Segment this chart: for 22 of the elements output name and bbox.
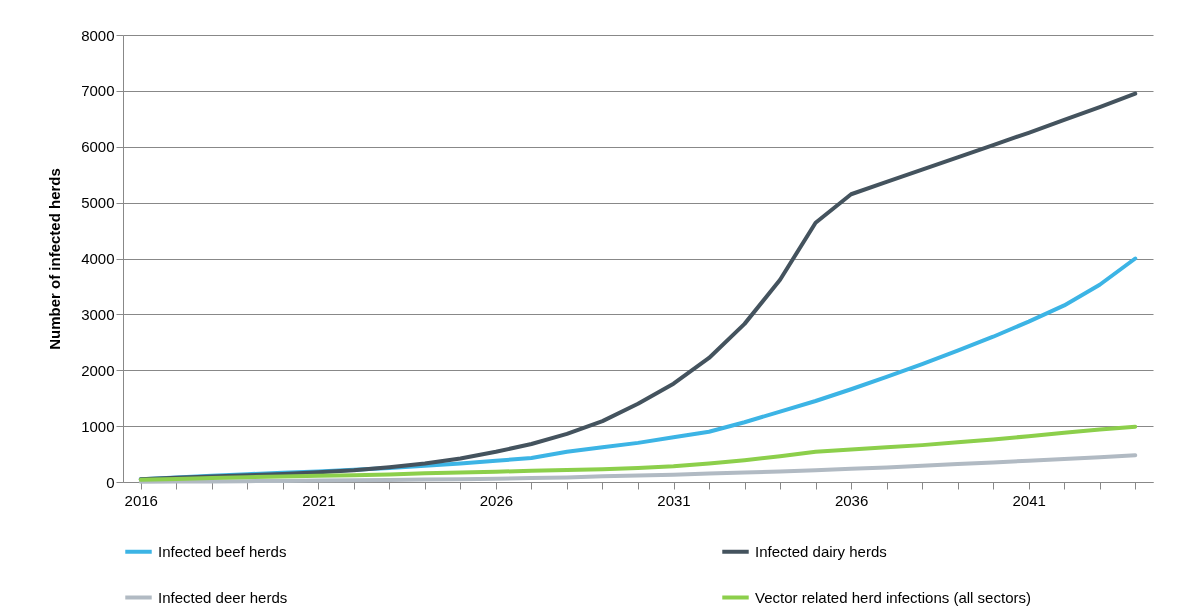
y-axis-title: Number of infected herds [46, 168, 64, 350]
y-tick-label: 8000 [81, 26, 115, 44]
x-tick-label: 2026 [479, 491, 514, 509]
y-tick-label: 0 [106, 473, 115, 491]
y-tick-label: 5000 [81, 194, 115, 212]
line-series [138, 453, 1138, 484]
y-tick-label: 4000 [81, 250, 115, 267]
legend-label: Infected deer herds [158, 588, 288, 606]
x-tick-label: 2031 [657, 491, 691, 509]
y-tick-label: 6000 [81, 138, 115, 156]
y-tick-label: 3000 [81, 305, 115, 323]
x-tick-label: 2016 [124, 491, 158, 509]
line-series [138, 424, 1138, 482]
x-tick-label: 2036 [834, 491, 869, 509]
y-tick-label: 7000 [81, 82, 115, 100]
legend-label: Vector related herd infections (all sectors) [755, 588, 1031, 606]
y-tick-label: 2000 [81, 361, 115, 379]
y-tick-label: 1000 [81, 417, 115, 435]
x-tick-label: 2021 [302, 491, 336, 509]
legend-label: Infected beef herds [158, 542, 287, 560]
x-tick-label: 2041 [1012, 491, 1046, 509]
legend-label: Infected dairy herds [755, 542, 887, 560]
